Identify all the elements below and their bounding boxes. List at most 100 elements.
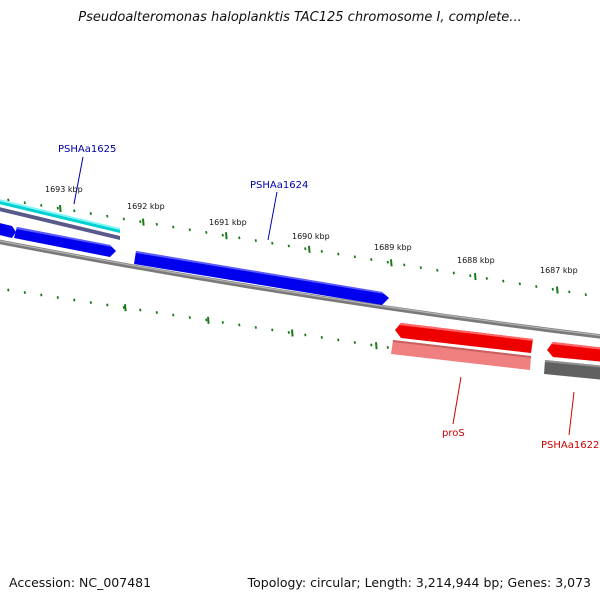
minor-tick-dot <box>271 241 274 245</box>
minor-tick-dot <box>304 333 307 337</box>
major-tick <box>124 304 127 312</box>
gene-label-pshaa1625[interactable]: PSHAa1625 <box>58 144 116 155</box>
leader-line-pshaa1622 <box>568 391 575 436</box>
tick-labels: 1693 kbp 1692 kbp 1691 kbp 1690 kbp 1689 kbp… <box>45 185 578 275</box>
feature-pros-pale <box>391 340 531 370</box>
minor-tick-dot <box>73 298 76 302</box>
minor-tick-dot <box>155 311 158 314</box>
gene-arrow-pshaa1624 <box>134 251 389 305</box>
major-tick-marks <box>59 204 559 363</box>
minor-tick-dot <box>238 323 241 327</box>
accession-text: Accession: NC_007481 <box>9 575 152 590</box>
major-tick <box>308 245 311 253</box>
minor-tick-dot <box>139 308 142 312</box>
minor-tick-dot <box>568 290 571 294</box>
minor-tick-dot <box>551 287 554 291</box>
minor-tick-dot <box>386 345 389 349</box>
gene-arrow-pros <box>395 323 533 353</box>
minor-tick-dot <box>221 233 224 237</box>
minor-tick-dot <box>56 296 59 299</box>
major-tick <box>390 259 393 267</box>
minor-tick-dot <box>271 328 274 332</box>
minor-tick-dot <box>188 316 191 319</box>
tick-label: 1689 kbp <box>374 243 412 252</box>
chromosome-backbone <box>0 239 600 339</box>
minor-tick-dot <box>188 228 191 232</box>
map-title: Pseudoalteromonas haloplanktis TAC125 ch… <box>78 10 522 25</box>
minor-tick-dots <box>7 198 587 369</box>
minor-tick-dot <box>56 206 59 210</box>
minor-tick-dot <box>452 271 455 275</box>
minor-tick-dot <box>584 293 587 297</box>
minor-tick-dot <box>502 279 505 283</box>
minor-tick-dot <box>205 230 208 234</box>
minor-tick-dot <box>23 201 26 205</box>
leader-line-pshaa1624 <box>267 191 278 241</box>
major-tick <box>225 232 228 240</box>
major-tick <box>556 286 559 294</box>
minor-tick-dot <box>40 203 43 207</box>
major-tick <box>207 316 210 324</box>
gene-label-pshaa1624[interactable]: PSHAa1624 <box>250 180 308 191</box>
minor-tick-dot <box>172 225 175 229</box>
gene-arrow-pshaa1622-top <box>551 342 600 350</box>
leader-line-pshaa1625 <box>73 156 84 205</box>
minor-tick-dot <box>518 282 521 286</box>
tick-label: 1692 kbp <box>127 202 165 211</box>
minor-tick-dot <box>7 198 10 202</box>
tick-label: 1688 kbp <box>457 256 495 265</box>
minor-tick-dot <box>320 336 323 339</box>
minor-tick-dot <box>287 331 290 334</box>
minor-tick-dot <box>535 285 538 288</box>
feature-gray-band <box>0 207 120 240</box>
minor-tick-dot <box>337 252 340 256</box>
minor-tick-dot <box>205 318 208 322</box>
minor-tick-dot <box>238 236 241 240</box>
major-tick <box>375 342 378 350</box>
gene-label-pros[interactable]: proS <box>442 428 465 439</box>
minor-tick-dot <box>254 239 257 243</box>
minor-tick-dot <box>353 255 356 259</box>
minor-tick-dot <box>89 212 92 215</box>
gene-arrow-left-edge <box>0 223 16 238</box>
minor-tick-dot <box>40 293 43 297</box>
minor-tick-dot <box>139 220 142 224</box>
minor-tick-dot <box>436 268 439 272</box>
tick-label: 1687 kbp <box>540 266 578 275</box>
feature-cyan-band-top <box>0 199 120 230</box>
minor-tick-dot <box>485 276 488 280</box>
tick-label: 1693 kbp <box>45 185 83 194</box>
minor-tick-dot <box>122 217 125 221</box>
tick-label: 1691 kbp <box>209 218 247 227</box>
major-tick <box>474 272 477 281</box>
chromosome-backbone-highlight <box>0 240 600 336</box>
minor-tick-dot <box>23 291 26 294</box>
feature-pros-pale-top <box>393 340 531 358</box>
major-tick <box>142 218 145 226</box>
minor-tick-dot <box>73 209 76 213</box>
minor-tick-dot <box>106 303 109 307</box>
gene-arrow-pshaa1625 <box>14 227 116 257</box>
minor-tick-dot <box>353 341 356 344</box>
gene-label-pshaa1622[interactable]: PSHAa1622 <box>541 440 599 451</box>
minor-tick-dot <box>254 326 257 329</box>
minor-tick-dot <box>106 214 109 218</box>
genome-summary-text: Topology: circular; Length: 3,214,944 bp… <box>247 575 591 590</box>
minor-tick-dot <box>221 321 224 324</box>
tick-label: 1690 kbp <box>292 232 330 241</box>
gene-arrow-pshaa1625-top <box>16 227 112 247</box>
minor-tick-dot <box>469 274 472 278</box>
minor-tick-dot <box>320 249 323 253</box>
minor-tick-dot <box>89 301 92 304</box>
minor-tick-dot <box>287 244 290 248</box>
gene-arrow-pros-top <box>399 323 533 341</box>
leader-line-pros <box>452 376 462 425</box>
feature-pshaa1622-gray-top <box>545 360 600 368</box>
minor-tick-dot <box>7 288 10 292</box>
major-tick <box>59 204 62 213</box>
minor-tick-dot <box>370 343 373 347</box>
major-tick <box>291 329 294 337</box>
minor-tick-dot <box>304 247 307 251</box>
minor-tick-dot <box>386 260 389 264</box>
